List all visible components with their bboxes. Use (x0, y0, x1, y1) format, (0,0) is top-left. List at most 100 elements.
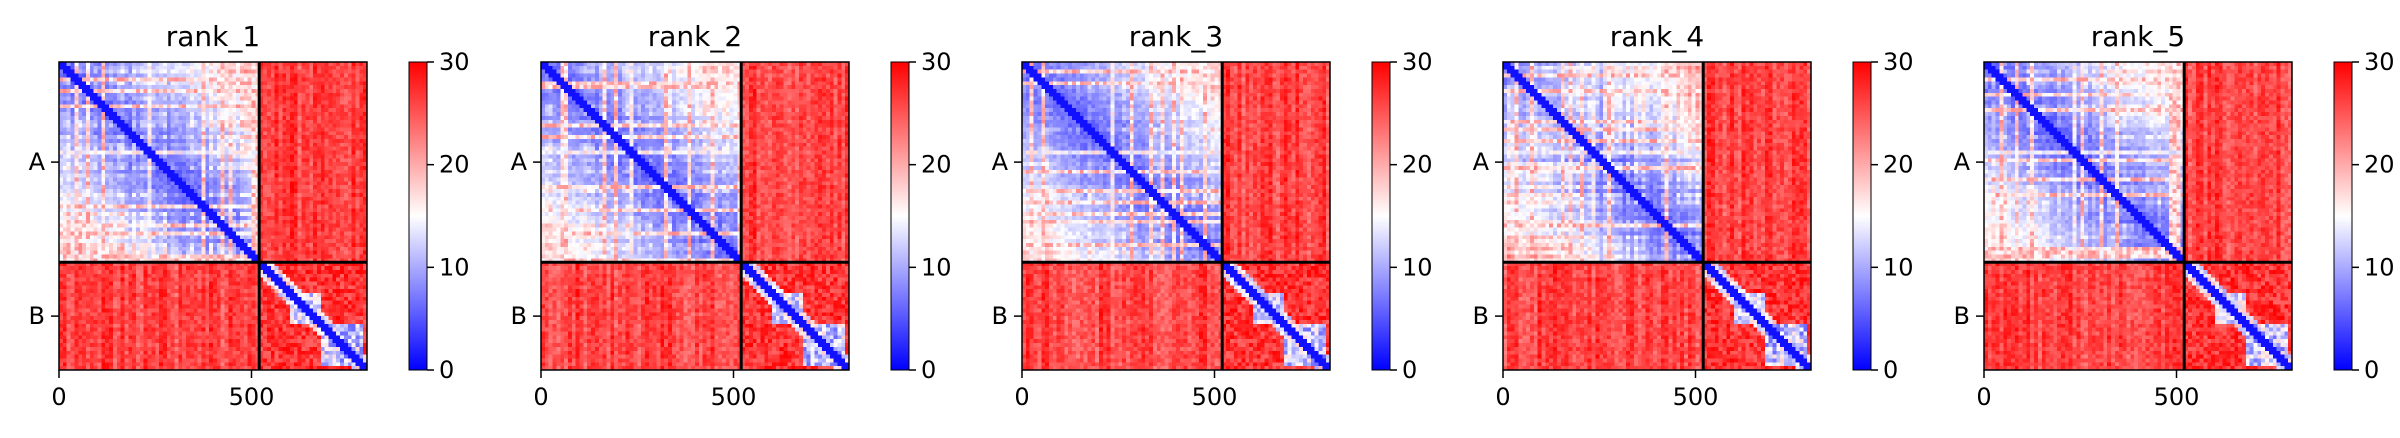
heatmap-cell (294, 108, 298, 112)
heatmap-cell (194, 193, 198, 197)
heatmap-cell (209, 189, 213, 193)
heatmap-cell (352, 274, 356, 278)
heatmap-cell (325, 112, 329, 116)
heatmap-cell (321, 135, 325, 139)
heatmap-cell (148, 139, 152, 143)
heatmap-cell (294, 285, 298, 289)
heatmap-cell (109, 193, 113, 197)
heatmap-cell (186, 66, 190, 70)
heatmap-cell (329, 74, 333, 78)
heatmap-cell (113, 127, 117, 131)
heatmap-cell (101, 247, 105, 251)
heatmap-cell (159, 147, 163, 151)
heatmap-cell (136, 243, 140, 247)
heatmap-cell (98, 197, 102, 201)
heatmap-cell (151, 235, 155, 239)
heatmap-cell (128, 281, 132, 285)
heatmap-cell (175, 293, 179, 297)
heatmap-cell (217, 135, 221, 139)
heatmap-cell (290, 251, 294, 255)
heatmap-cell (140, 116, 144, 120)
heatmap-cell (309, 116, 313, 120)
heatmap-cell (78, 297, 82, 301)
heatmap-cell (121, 201, 125, 205)
heatmap-cell (294, 77, 298, 81)
heatmap-cell (278, 212, 282, 216)
heatmap-cell (159, 278, 163, 282)
heatmap-cell (63, 281, 67, 285)
heatmap-cell (329, 235, 333, 239)
heatmap-cell (352, 243, 356, 247)
heatmap-cell (305, 104, 309, 108)
heatmap-cell (144, 289, 148, 293)
heatmap-cell (309, 189, 313, 193)
heatmap-cell (298, 235, 302, 239)
heatmap-cell (271, 231, 275, 235)
heatmap-cell (186, 120, 190, 124)
heatmap-cell (309, 181, 313, 185)
heatmap-cell (182, 243, 186, 247)
heatmap-cell (124, 139, 128, 143)
heatmap-cell (124, 154, 128, 158)
heatmap-cell (213, 201, 217, 205)
heatmap-cell (275, 243, 279, 247)
heatmap-cell (321, 170, 325, 174)
heatmap-cell (278, 239, 282, 243)
heatmap-cell (336, 293, 340, 297)
heatmap-cell (140, 131, 144, 135)
heatmap-cell (121, 220, 125, 224)
heatmap-cell (263, 185, 267, 189)
heatmap-cell (74, 178, 78, 182)
heatmap-cell (151, 154, 155, 158)
heatmap-cell (140, 220, 144, 224)
heatmap-cell (228, 185, 232, 189)
heatmap-cell (140, 178, 144, 182)
heatmap-cell (178, 201, 182, 205)
heatmap-cell (182, 301, 186, 305)
heatmap-cell (205, 104, 209, 108)
heatmap-cell (167, 278, 171, 282)
heatmap-cell (82, 101, 86, 105)
heatmap-cell (128, 193, 132, 197)
heatmap-cell (198, 247, 202, 251)
heatmap-cell (352, 289, 356, 293)
heatmap-cell (298, 81, 302, 85)
heatmap-cell (155, 158, 159, 162)
heatmap-cell (132, 66, 136, 70)
heatmap-cell (175, 193, 179, 197)
heatmap-cell (236, 297, 240, 301)
heatmap-cell (329, 285, 333, 289)
heatmap-cell (113, 116, 117, 120)
heatmap-cell (344, 97, 348, 101)
heatmap-cell (67, 120, 71, 124)
heatmap-cell (248, 135, 252, 139)
heatmap-cell (282, 108, 286, 112)
heatmap-cell (67, 301, 71, 305)
heatmap-cell (309, 285, 313, 289)
heatmap-cell (240, 97, 244, 101)
heatmap-cell (332, 70, 336, 74)
heatmap-cell (140, 70, 144, 74)
heatmap-cell (82, 120, 86, 124)
heatmap-cell (290, 127, 294, 131)
heatmap-cell (294, 224, 298, 228)
heatmap-cell (302, 243, 306, 247)
heatmap-cell (205, 251, 209, 255)
heatmap-cell (198, 220, 202, 224)
heatmap-cell (113, 278, 117, 282)
heatmap-cell (163, 170, 167, 174)
heatmap-cell (209, 131, 213, 135)
heatmap-cell (217, 270, 221, 274)
heatmap-cell (352, 255, 356, 259)
heatmap-cell (325, 270, 329, 274)
heatmap-cell (325, 278, 329, 282)
heatmap-cell (201, 104, 205, 108)
heatmap-cell (298, 139, 302, 143)
heatmap-cell (305, 158, 309, 162)
heatmap-cell (340, 297, 344, 301)
heatmap-cell (332, 127, 336, 131)
heatmap-cell (294, 93, 298, 97)
heatmap-cell (317, 208, 321, 212)
heatmap-cell (101, 266, 105, 270)
heatmap-cell (359, 216, 363, 220)
